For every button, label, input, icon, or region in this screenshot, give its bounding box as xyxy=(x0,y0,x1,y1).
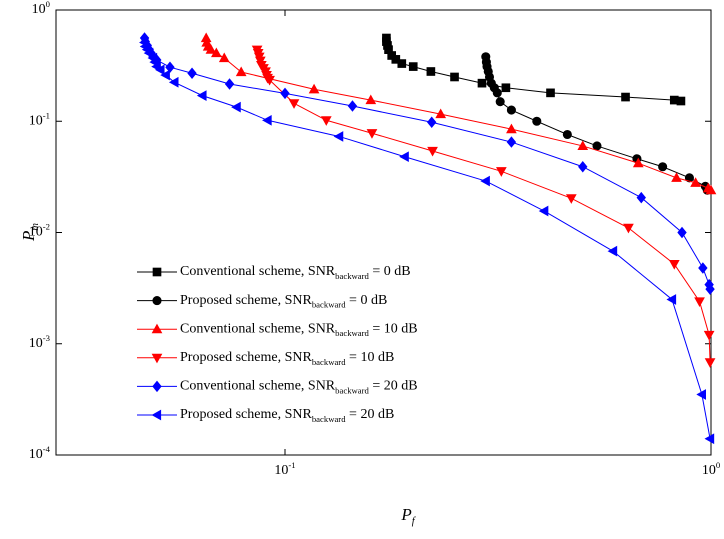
marker xyxy=(698,262,708,274)
y-tick-label: 100 xyxy=(32,0,50,17)
marker xyxy=(435,108,447,119)
marker xyxy=(704,433,715,445)
marker xyxy=(347,100,358,112)
marker xyxy=(288,99,300,109)
marker xyxy=(496,167,507,177)
marker xyxy=(154,64,165,76)
y-tick-label: 10-3 xyxy=(29,333,50,351)
marker xyxy=(196,90,207,101)
marker xyxy=(211,47,222,58)
marker xyxy=(264,75,275,86)
marker xyxy=(506,105,516,115)
legend-marker xyxy=(151,323,163,334)
marker xyxy=(320,116,332,126)
marker xyxy=(495,97,505,107)
marker xyxy=(231,101,241,113)
marker xyxy=(632,157,644,168)
legend-label: Proposed scheme, SNRbackward = 10 dB xyxy=(180,350,394,367)
marker xyxy=(636,191,646,204)
marker xyxy=(235,66,247,77)
marker xyxy=(677,226,687,239)
legend: Conventional scheme, SNRbackward = 0 dB P… xyxy=(137,264,418,424)
legend-marker xyxy=(152,296,162,306)
marker xyxy=(224,78,235,90)
marker xyxy=(607,245,618,257)
marker xyxy=(676,96,686,106)
marker xyxy=(684,173,694,183)
marker xyxy=(696,389,706,400)
marker xyxy=(577,140,589,151)
marker xyxy=(506,123,517,134)
marker xyxy=(427,116,437,128)
marker xyxy=(205,44,217,54)
marker xyxy=(592,141,602,151)
marker xyxy=(546,88,555,98)
marker xyxy=(397,59,407,68)
marker xyxy=(532,116,542,126)
legend-marker xyxy=(151,353,163,364)
marker xyxy=(168,76,179,88)
marker xyxy=(165,61,175,73)
marker xyxy=(365,94,377,105)
legend-label: Conventional scheme, SNRbackward = 10 dB xyxy=(180,321,418,338)
marker xyxy=(262,114,272,126)
marker xyxy=(690,177,701,187)
series-line xyxy=(256,49,711,363)
x-tick-label: 10-1 xyxy=(274,460,295,478)
marker xyxy=(477,78,487,88)
legend-label: Proposed scheme, SNRbackward = 20 dB xyxy=(180,407,394,424)
series-line xyxy=(485,56,708,191)
marker xyxy=(408,62,418,71)
marker xyxy=(218,52,230,63)
legend-marker xyxy=(152,380,162,393)
marker xyxy=(308,83,320,94)
marker xyxy=(703,330,715,341)
marker xyxy=(506,136,517,148)
marker xyxy=(694,297,705,307)
legend-label: Conventional scheme, SNRbackward = 0 dB xyxy=(180,264,411,281)
marker xyxy=(562,129,572,140)
marker xyxy=(399,151,409,163)
x-axis-title: Pf xyxy=(400,505,416,527)
marker xyxy=(623,223,634,234)
marker xyxy=(366,129,378,139)
marker xyxy=(565,194,577,204)
legend-label: Proposed scheme, SNRbackward = 0 dB xyxy=(180,293,387,310)
marker xyxy=(704,358,716,368)
marker xyxy=(426,67,436,76)
marker xyxy=(501,83,511,93)
marker xyxy=(187,67,197,80)
x-tick-label: 100 xyxy=(702,460,720,478)
marker xyxy=(538,205,549,217)
y-tick-label: 10-4 xyxy=(29,444,51,462)
marker xyxy=(143,47,154,59)
legend-label: Conventional scheme, SNRbackward = 20 dB xyxy=(180,379,418,396)
marker xyxy=(668,259,680,270)
marker xyxy=(280,87,290,100)
marker xyxy=(705,283,715,295)
marker xyxy=(578,161,588,173)
marker xyxy=(160,69,170,81)
marker xyxy=(705,184,717,195)
marker xyxy=(658,162,668,172)
y-tick-label: 10-2 xyxy=(29,221,50,239)
legend-marker xyxy=(151,409,162,421)
marker xyxy=(333,131,344,142)
marker xyxy=(666,294,677,305)
marker xyxy=(450,72,459,82)
y-tick-label: 10-1 xyxy=(29,110,50,128)
marker xyxy=(480,175,490,187)
marker xyxy=(671,172,682,182)
series-line xyxy=(205,37,712,191)
marker xyxy=(492,88,502,98)
marker xyxy=(621,92,630,102)
marker xyxy=(427,146,438,157)
legend-marker xyxy=(152,267,162,277)
